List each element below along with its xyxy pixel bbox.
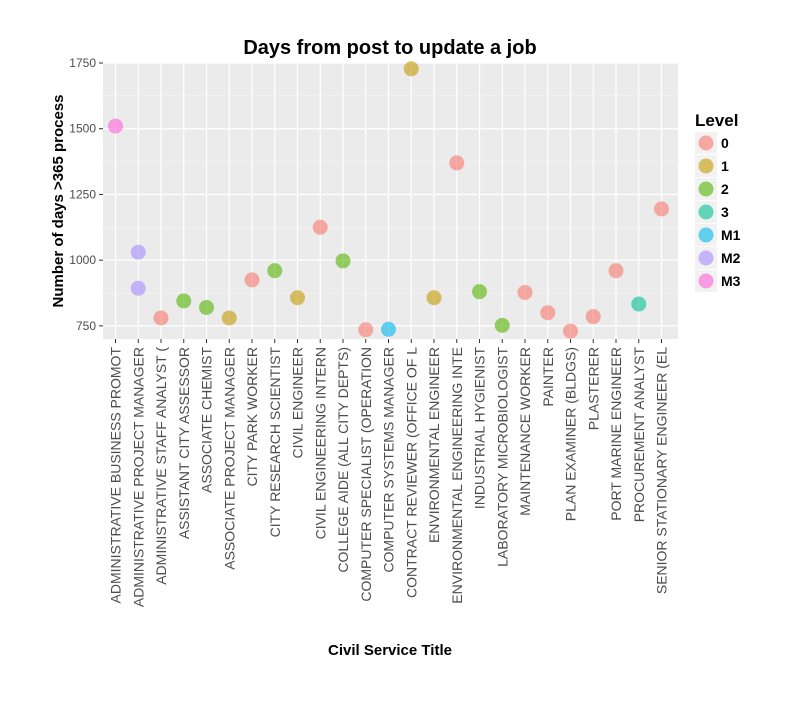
data-point [130,280,146,296]
y-axis-title: Number of days >365 process [50,94,67,307]
x-tick-label: PAINTER [540,347,556,407]
data-point [517,284,533,300]
legend: Level 0 1 2 3 M1 M2 M3 [695,111,741,292]
data-point [449,155,465,171]
legend-symbol [698,250,714,266]
legend-label: M1 [721,227,741,243]
data-point [494,317,510,333]
data-point [108,118,123,134]
data-point [153,310,169,326]
x-tick-label: CITY RESEARCH SCIENTIST [267,347,283,538]
data-point [335,253,351,269]
x-tick-label: INDUSTRIAL HYGIENIST [472,347,488,510]
y-tick-label: 1750 [69,56,96,70]
x-tick-label: PROCUREMENT ANALYST [631,347,647,523]
y-tick-label: 750 [76,319,96,333]
legend-title: Level [695,111,738,130]
data-point [403,61,419,77]
x-tick-label: COMPUTER SPECIALIST (OPERATION [358,347,374,602]
legend-label: M3 [721,273,741,289]
legend-symbol [698,158,714,174]
x-axis-title: Civil Service Title [328,642,452,659]
x-tick-label: PORT MARINE ENGINEER [608,347,624,521]
x-tick-label: ENVIRONMENTAL ENGINEER [426,347,442,543]
x-tick-label: CITY PARK WORKER [244,347,260,487]
x-tick-label: PLASTERER [585,347,601,430]
x-tick-label: SENIOR STATIONARY ENGINEER (EL [654,347,670,594]
legend-label: 3 [721,204,729,220]
data-point [563,323,578,339]
x-axis-ticks: ADMINISTRATIVE BUSINESS PROMOT ADMINISTRA… [108,339,670,607]
legend-symbol [698,181,714,197]
x-tick-label: PLAN EXAMINER (BLDGS) [563,347,579,521]
x-tick-label: ENVIRONMENTAL ENGINEERING INTE [449,347,465,604]
legend-label: 2 [721,181,729,197]
legend-symbol [698,204,714,220]
x-tick-label: CONTRACT REVIEWER (OFFICE OF L [403,347,419,598]
data-point [540,305,556,321]
data-point [585,309,601,325]
x-tick-label: ASSOCIATE CHEMIST [199,347,215,493]
x-tick-label: CIVIL ENGINEERING INTERN [312,347,328,539]
legend-label: 0 [721,135,729,151]
data-point [290,290,305,306]
x-tick-label: COMPUTER SYSTEMS MANAGER [381,347,397,573]
x-tick-label: ADMINISTRATIVE BUSINESS PROMOT [108,347,124,604]
data-point [381,321,396,337]
data-point [199,299,214,315]
y-axis-ticks: 750 1000 1250 1500 1750 [69,56,103,333]
legend-label: 1 [721,158,729,174]
data-point [267,263,283,279]
x-tick-label: ASSOCIATE PROJECT MANAGER [221,347,237,570]
x-tick-label: ASSISTANT CITY ASSESSOR [176,347,192,539]
data-point [176,293,192,309]
x-tick-label: CIVIL ENGINEER [290,347,306,459]
legend-symbol [698,227,714,243]
legend-symbol [698,273,714,289]
legend-symbol [698,135,714,151]
x-tick-label: LABORATORY MICROBIOLOGIST [494,347,510,567]
data-point [426,290,442,306]
y-tick-label: 1500 [69,122,96,136]
chart-title: Days from post to update a job [243,37,536,59]
data-point [130,244,146,260]
data-point [472,284,487,300]
data-point [608,263,624,279]
data-point [312,219,328,235]
x-tick-label: MAINTENANCE WORKER [517,347,533,516]
data-points [108,61,669,339]
x-tick-label: COLLEGE AIDE (ALL CITY DEPTS) [335,347,351,573]
data-point [221,310,237,326]
y-tick-label: 1000 [69,253,96,267]
data-point [631,296,647,312]
x-tick-label: ADMINISTRATIVE STAFF ANALYST ( [153,347,169,585]
x-tick-label: ADMINISTRATIVE PROJECT MANAGER [130,347,146,607]
data-point [358,322,374,338]
y-tick-label: 1250 [69,187,96,201]
data-point [654,201,669,217]
data-point [244,272,260,288]
legend-label: M2 [721,250,741,266]
